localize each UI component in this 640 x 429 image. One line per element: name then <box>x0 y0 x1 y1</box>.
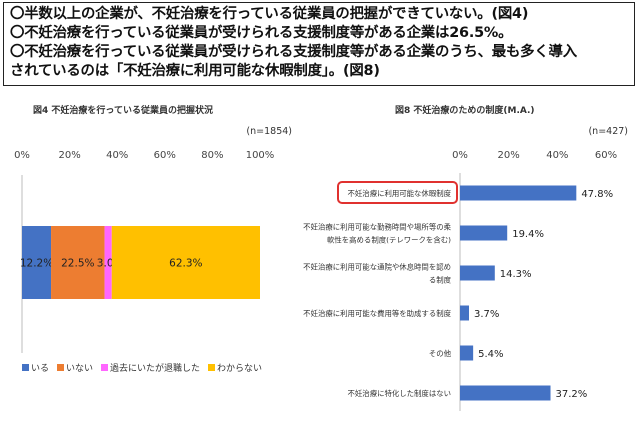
figure8-data-label: 3.7% <box>474 309 499 320</box>
figure8-data-label: 5.4% <box>478 349 503 360</box>
figure8-bar <box>460 385 551 401</box>
summary-line-3: 〇不妊治療を行っている従業員が受けられる支援制度等がある企業のうち、最も多く導入 <box>10 44 577 60</box>
summary-line-1: 〇半数以上の企業が、不妊治療を行っている従業員の把握ができていない。(図4) <box>10 6 529 22</box>
figure8-category-label: 不妊治療に特化した制度はない <box>348 389 451 398</box>
figure4-legend-swatch <box>208 364 215 371</box>
figure8-title: 図8 不妊治療のための制度(M.A.) <box>395 104 535 116</box>
figure8-xtick: 40% <box>546 150 568 161</box>
figure8-n: (n=427) <box>588 126 628 137</box>
figure4-segment <box>22 226 52 299</box>
figure4-data-label: 62.3% <box>169 258 202 270</box>
figure8-bar <box>460 265 495 281</box>
figure4-xtick: 60% <box>154 150 176 161</box>
figure8-data-label: 14.3% <box>500 269 532 280</box>
figure4-data-label: 12.2% <box>20 258 53 270</box>
figure8-chart: 図8 不妊治療のための制度(M.A.) (n=427) 0% 20% 40% 60% 47.… <box>300 95 640 425</box>
figure8-highlight-box <box>337 181 458 204</box>
figure8-category-label: 軟性を高める制度(テレワークを含む) <box>327 236 451 245</box>
figure8-bar <box>460 185 577 201</box>
figure8-category-label: 不妊治療に利用可能な費用等を助成する制度 <box>303 309 451 318</box>
figure4-segment <box>104 226 112 299</box>
figure4-legend-swatch <box>57 364 64 371</box>
figure4-legend-label: わからない <box>217 363 262 374</box>
figure4-svg: 図4 不妊治療を行っている従業員の把握状況 (n=1854) 0% 20% 40% 60%… <box>14 104 292 374</box>
figure8-xtick: 0% <box>452 150 468 161</box>
figure8-category-label: その他 <box>429 349 452 358</box>
figure8-category-label: 不妊治療に利用可能な通院や休息時間を認め <box>303 263 451 272</box>
figure8-xtick: 60% <box>595 150 617 161</box>
figure8-data-label: 47.8% <box>581 189 613 200</box>
figure8-xtick: 20% <box>498 150 520 161</box>
figure4-xtick: 20% <box>58 150 80 161</box>
figure8-data-label: 19.4% <box>512 229 544 240</box>
figure4-data-label: 22.5% <box>61 258 94 270</box>
figure8-category-label: 不妊治療に利用可能な休暇制度 <box>348 189 452 198</box>
figure8-data-label: 37.2% <box>556 389 588 400</box>
figure8-category-label: 不妊治療に利用可能な勤務時間や場所等の柔 <box>303 223 451 232</box>
figure4-segment <box>51 226 105 299</box>
summary-line-2: 〇不妊治療を行っている従業員が受けられる支援制度等がある企業は26.5%。 <box>10 25 513 41</box>
figure4-legend-label: いない <box>66 363 93 374</box>
figure4-title: 図4 不妊治療を行っている従業員の把握状況 <box>33 104 213 116</box>
figure8-category-label: る制度 <box>429 276 452 285</box>
summary-line-4: されているのは「不妊治療に利用可能な休暇制度」。(図8) <box>10 63 380 79</box>
figure8-bar <box>460 305 470 321</box>
figure4-xtick: 80% <box>201 150 223 161</box>
figure4-legend-swatch <box>22 364 29 371</box>
figure8-bar <box>460 345 474 361</box>
figure8-svg: 図8 不妊治療のための制度(M.A.) (n=427) 0% 20% 40% 60% 47.… <box>303 104 628 411</box>
figure4-legend-label: いる <box>31 363 49 374</box>
figure4-n: (n=1854) <box>246 126 292 137</box>
figure4-legend-label: 過去にいたが退職した <box>110 362 200 374</box>
figure4-segment <box>111 226 260 299</box>
summary-box: 〇半数以上の企業が、不妊治療を行っている従業員の把握ができていない。(図4) 〇… <box>3 2 635 86</box>
figure4-xtick: 40% <box>106 150 128 161</box>
figure4-chart: 図4 不妊治療を行っている従業員の把握状況 (n=1854) 0% 20% 40% 60%… <box>0 95 300 425</box>
figure4-xtick: 100% <box>246 150 275 161</box>
figure4-xtick: 0% <box>14 150 30 161</box>
figure4-legend-swatch <box>101 364 108 371</box>
figure8-bar <box>460 225 508 241</box>
